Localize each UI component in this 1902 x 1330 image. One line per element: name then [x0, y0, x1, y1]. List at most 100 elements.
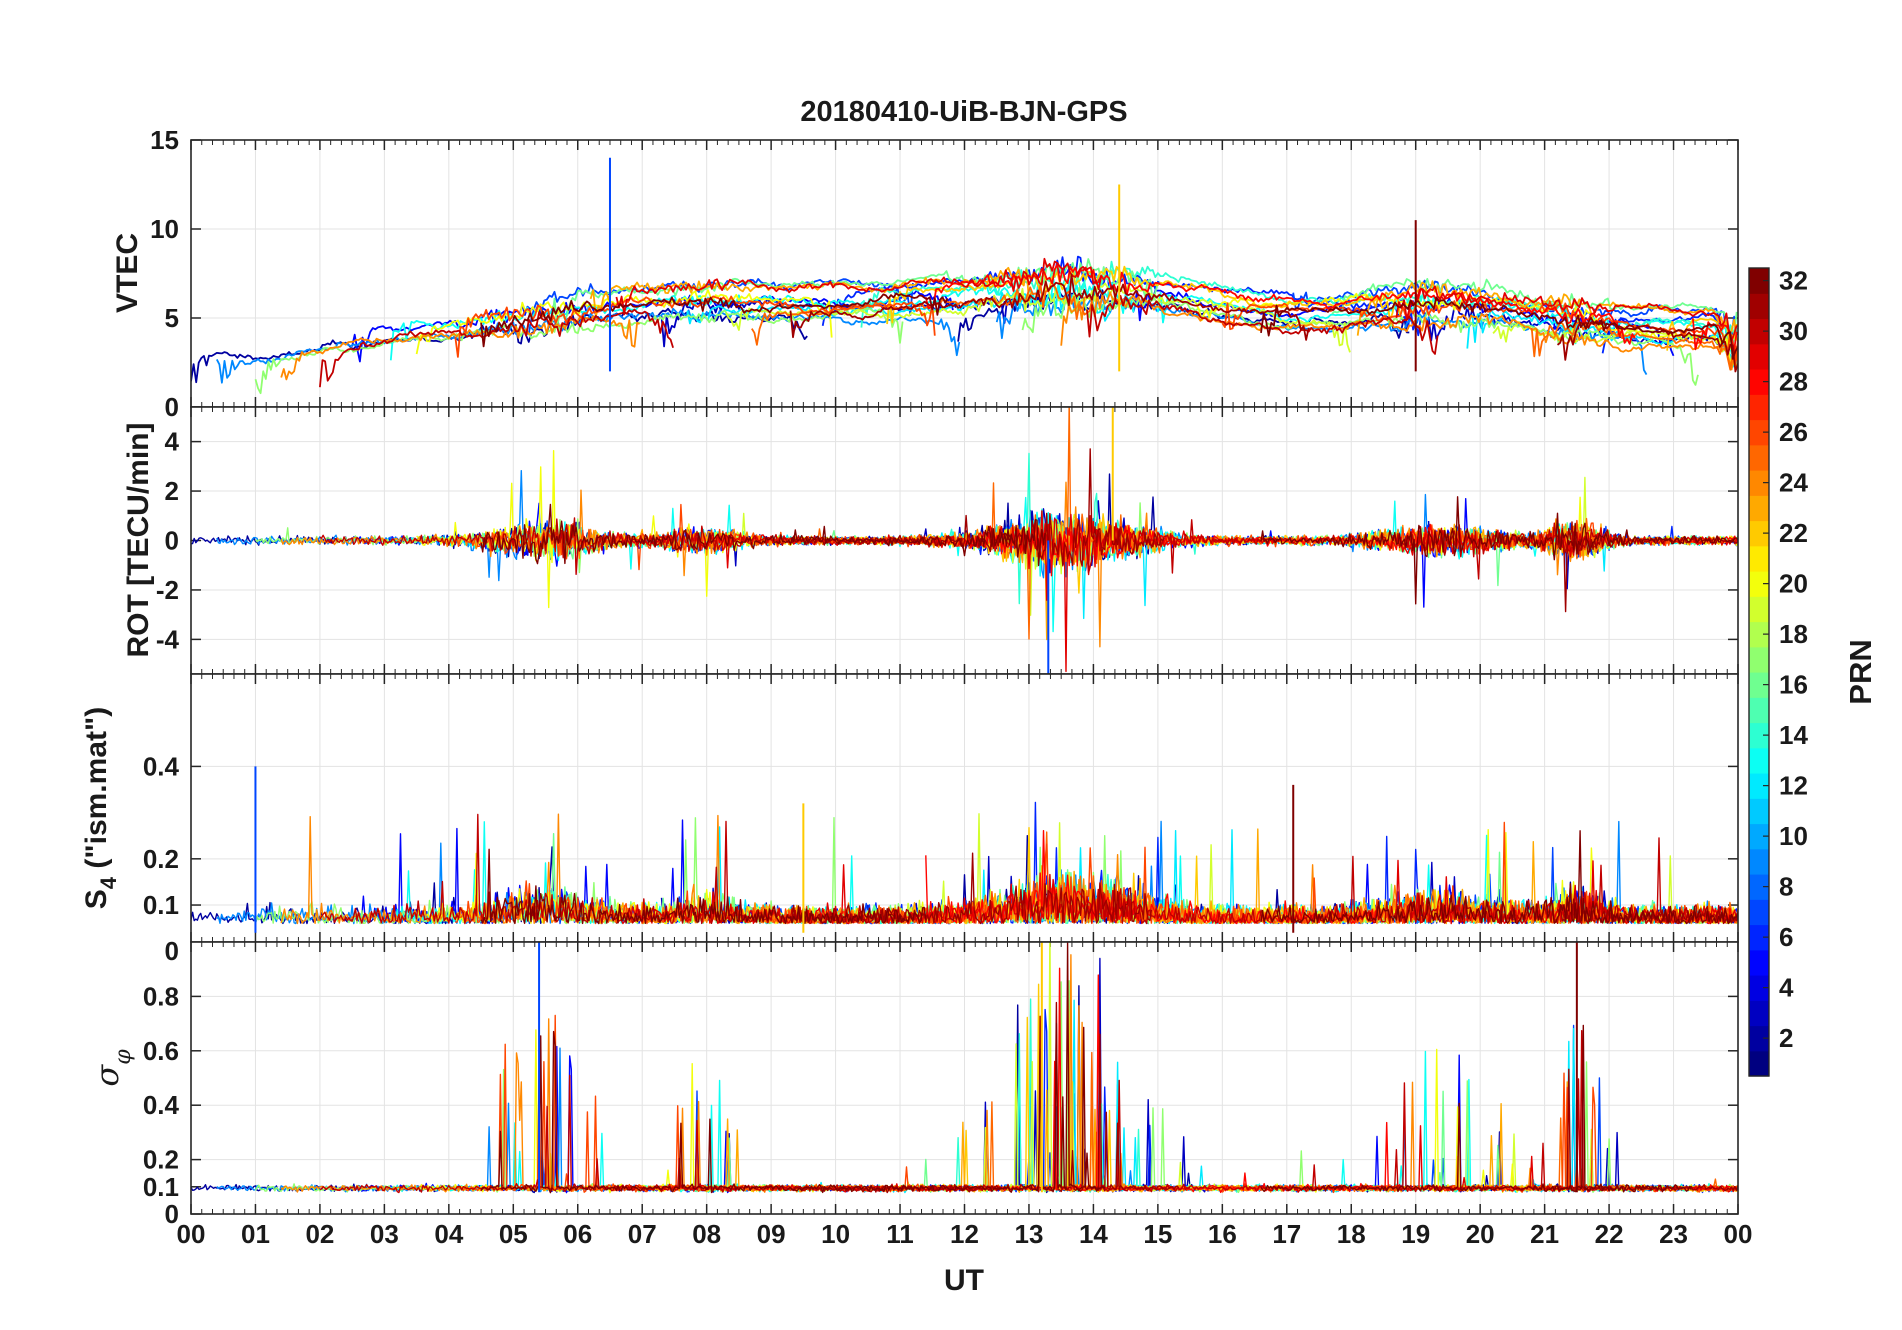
series-prn-31: [789, 273, 1310, 341]
sigma-phi-ylabel-main: σ: [88, 1064, 126, 1087]
colorbar-segment: [1749, 899, 1769, 926]
x-tick-label: 23: [1659, 1219, 1688, 1249]
colorbar-segment: [1749, 1000, 1769, 1027]
s4-ytick-label: 0.4: [143, 751, 180, 781]
rot-ylabel: ROT [TECU/min]: [122, 423, 155, 658]
svg-text:σφ: σφ: [88, 1049, 136, 1087]
vtec-ytick-label: 10: [150, 214, 179, 244]
vtec-series: [191, 157, 1738, 395]
x-tick-label: 05: [499, 1219, 528, 1249]
colorbar-segment: [1749, 419, 1769, 446]
vtec-ytick-label: 0: [165, 392, 179, 422]
series-prn-32: [1260, 296, 1738, 360]
colorbar-segment: [1749, 444, 1769, 471]
colorbar-tick-label: 4: [1779, 973, 1794, 1003]
colorbar-segment: [1749, 773, 1769, 799]
series-prn-31: [789, 852, 1153, 925]
colorbar-segment: [1749, 1025, 1769, 1052]
sigma_phi-ytick-label: 0.4: [143, 1090, 180, 1120]
sigma_phi-frame: [190, 941, 1739, 1215]
colorbar-segment: [1749, 848, 1769, 875]
colorbar-segment: [1749, 798, 1769, 825]
sigma_phi-top-label: 0: [165, 936, 179, 966]
x-tick-label: 09: [757, 1219, 786, 1249]
vtec-ytick-label: 15: [150, 125, 179, 155]
sigma_phi-ytick-label: 0.6: [143, 1036, 179, 1066]
vtec-ylabel: VTEC: [111, 233, 144, 313]
vtec-ytick-label: 5: [165, 303, 179, 333]
colorbar-segment: [1749, 394, 1769, 421]
rot-ytick-label: 0: [165, 526, 179, 556]
colorbar-tick-label: 12: [1779, 771, 1808, 801]
svg-text:S4 ("ism.mat"): S4 ("ism.mat"): [80, 707, 121, 909]
x-tick-label: 14: [1079, 1219, 1108, 1249]
s4-ylabel-main: S: [80, 889, 113, 909]
x-tick-label: 07: [628, 1219, 657, 1249]
sigma-phi-panel: 00.10.20.40.60.80: [143, 936, 1739, 1229]
sigma_phi-series: [191, 942, 1738, 1194]
series-prn-32: [1260, 1024, 1692, 1193]
colorbar-segment: [1749, 924, 1769, 951]
colorbar-tick-label: 16: [1779, 670, 1808, 700]
x-tick-labels: 00 01 02 03 04 05 06 07 08 09 10 11 12 13 14 15 16 17 18 19…: [177, 1219, 1753, 1249]
x-tick-label: 13: [1014, 1219, 1043, 1249]
s4-ylabel-rest: ("ism.mat"): [80, 707, 113, 877]
s4-ytick-label: 0.1: [143, 890, 179, 920]
colorbar-tick-label: 14: [1779, 720, 1808, 750]
rot-ytick-label: -4: [156, 624, 180, 654]
colorbar-frame: [1748, 267, 1770, 1077]
colorbar-segment: [1749, 293, 1769, 320]
x-tick-label: 19: [1401, 1219, 1430, 1249]
x-tick-label: 08: [692, 1219, 721, 1249]
colorbar-segment: [1749, 722, 1769, 749]
sigma-phi-ylabel-sub: φ: [111, 1049, 136, 1065]
colorbar-segment: [1749, 697, 1769, 724]
series-prn-26: [454, 295, 936, 358]
sigma_phi-ytick-label: 0: [165, 1199, 179, 1229]
series-prn-29: [615, 257, 1103, 316]
x-tick-label: 18: [1337, 1219, 1366, 1249]
rot-panel: -4 -2 0 2 4: [156, 406, 1739, 675]
colorbar-tick-label: 2: [1779, 1023, 1793, 1053]
colorbar-tick-label: 6: [1779, 922, 1793, 952]
colorbar-segment: [1749, 495, 1769, 522]
chart-title: 20180410-UiB-BJN-GPS: [800, 96, 1127, 128]
sigma_phi-ytick-label: 0.2: [143, 1145, 179, 1175]
colorbar-segment: [1749, 318, 1769, 345]
rot-ytick-label: -2: [156, 575, 179, 605]
sigma_phi-ytick-label: 0.1: [143, 1172, 179, 1202]
x-tick-label: 12: [950, 1219, 979, 1249]
x-tick-label: 01: [241, 1219, 270, 1249]
x-tick-label: 17: [1272, 1219, 1301, 1249]
series-prn-3: [1427, 304, 1738, 358]
x-axis-label: UT: [944, 1264, 984, 1297]
series-prn-17: [254, 307, 904, 395]
x-tick-label: 06: [563, 1219, 592, 1249]
x-tick-label: 16: [1208, 1219, 1237, 1249]
colorbar-tick-label: 20: [1779, 569, 1808, 599]
series-prn-28: [924, 263, 1636, 345]
colorbar-segment: [1749, 621, 1769, 648]
sigma_phi-ytick-label: 0.8: [143, 981, 179, 1011]
series-prn-32: [1260, 830, 1738, 925]
colorbar-tick-label: 22: [1779, 518, 1808, 548]
s4-ylabel: S4 ("ism.mat"): [80, 707, 121, 909]
colorbar-tick-label: 10: [1779, 821, 1808, 851]
s4-ytick-label: 0.2: [143, 844, 179, 874]
s4-ylabel-sub: 4: [96, 876, 121, 889]
colorbar-segment: [1749, 672, 1769, 698]
x-tick-label: 10: [821, 1219, 850, 1249]
colorbar-tick-label: 28: [1779, 367, 1808, 397]
series-prn-30: [1086, 519, 1599, 580]
colorbar-segment: [1749, 545, 1769, 572]
colorbar-segment: [1749, 646, 1769, 673]
colorbar-segment: [1749, 823, 1769, 850]
colorbar-segment: [1749, 520, 1769, 547]
colorbar-tick-label: 8: [1779, 872, 1793, 902]
series-prn-31: [1556, 1068, 1738, 1192]
x-tick-label: 15: [1143, 1219, 1172, 1249]
series-prn-24: [1060, 291, 1738, 371]
colorbar-segment: [1749, 596, 1769, 623]
